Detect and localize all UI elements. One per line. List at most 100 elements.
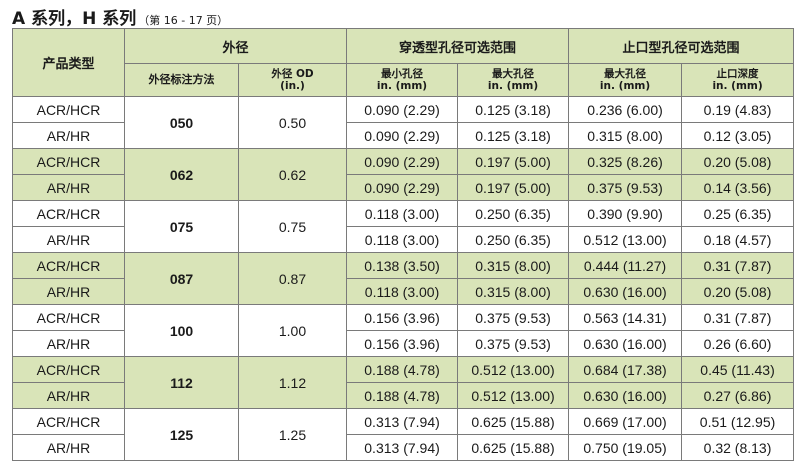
cell-min-bore: 0.313 (7.94) [346,408,459,435]
cell-stop-depth: 0.45 (11.43) [681,356,795,383]
cell-type: AR/HR [12,226,125,253]
cell-stop-depth: 0.12 (3.05) [681,122,795,149]
cell-min-bore: 0.138 (3.50) [346,252,459,279]
table-row: AR/HR 0.156 (3.96) 0.375 (9.53) 0.630 (1… [12,330,795,357]
cell-max-bore: 0.250 (6.35) [457,226,570,253]
cell-stop-max-bore: 0.375 (9.53) [568,174,683,201]
cell-od-code: 125 [124,408,239,461]
cell-min-bore: 0.118 (3.00) [346,226,459,253]
header-max-bore: 最大孔径 in. (mm) [457,63,570,97]
cell-od-inch: 0.75 [237,200,348,253]
cell-min-bore: 0.188 (4.78) [346,382,459,409]
cell-max-bore: 0.125 (3.18) [457,122,570,149]
cell-max-bore: 0.315 (8.00) [457,278,570,305]
table-row: AR/HR 0.090 (2.29) 0.197 (5.00) 0.375 (9… [12,174,795,201]
cell-od-inch: 1.12 [237,356,348,409]
cell-stop-depth: 0.25 (6.35) [681,200,795,227]
header-row-1: 产品类型 外径 穿透型孔径可选范围 止口型孔径可选范围 [12,28,795,97]
cell-min-bore: 0.118 (3.00) [346,278,459,305]
cell-stop-max-bore: 0.684 (17.38) [568,356,683,383]
table-row: AR/HR 0.188 (4.78) 0.512 (13.00) 0.630 (… [12,382,795,409]
cell-min-bore: 0.156 (3.96) [346,304,459,331]
cell-od-code: 062 [124,148,239,201]
cell-min-bore: 0.118 (3.00) [346,200,459,227]
cell-min-bore: 0.313 (7.94) [346,434,459,461]
cell-type: AR/HR [12,122,125,149]
header-min-bore: 最小孔径 in. (mm) [346,63,459,97]
table-row: AR/HR 0.118 (3.00) 0.250 (6.35) 0.512 (1… [12,226,795,253]
cell-max-bore: 0.625 (15.88) [457,434,570,461]
header-row-2: 外径标注方法 外径 OD (in.) 最小孔径 in. (mm) 最大孔径 in. (… [13,63,795,97]
table-row: ACR/HCR 087 0.87 0.138 (3.50) 0.315 (8.0… [12,252,795,305]
cell-od-code: 112 [124,356,239,409]
cell-type: AR/HR [12,278,125,305]
table-row: AR/HR 0.090 (2.29) 0.125 (3.18) 0.315 (8… [12,122,795,149]
cell-max-bore: 0.250 (6.35) [457,200,570,227]
cell-stop-max-bore: 0.563 (14.31) [568,304,683,331]
cell-stop-depth: 0.31 (7.87) [681,252,795,279]
table-row: ACR/HCR 125 1.25 0.313 (7.94) 0.625 (15.… [12,408,795,461]
cell-stop-depth: 0.26 (6.60) [681,330,795,357]
cell-max-bore: 0.375 (9.53) [457,330,570,357]
cell-od-code: 050 [124,96,239,149]
cell-max-bore: 0.512 (13.00) [457,356,570,383]
table-row: ACR/HCR 075 0.75 0.118 (3.00) 0.250 (6.3… [12,200,795,253]
cell-od-inch: 1.00 [237,304,348,357]
cell-type: AR/HR [12,382,125,409]
cell-min-bore: 0.090 (2.29) [346,148,459,175]
cell-od-inch: 0.62 [237,148,348,201]
cell-od-inch: 1.25 [237,408,348,461]
cell-stop-depth: 0.32 (8.13) [681,434,795,461]
table-row: ACR/HCR 100 1.00 0.156 (3.96) 0.375 (9.5… [12,304,795,357]
cell-stop-max-bore: 0.236 (6.00) [568,96,683,123]
table-row: AR/HR 0.118 (3.00) 0.315 (8.00) 0.630 (1… [12,278,795,305]
header-product-type: 产品类型 [12,28,125,97]
cell-stop-depth: 0.14 (3.56) [681,174,795,201]
cell-stop-depth: 0.20 (5.08) [681,278,795,305]
header-stop-bore-range: 止口型孔径可选范围 [568,28,795,64]
cell-type: ACR/HCR [12,304,125,331]
table-row: ACR/HCR 050 0.50 0.090 (2.29) 0.125 (3.1… [12,96,795,149]
cell-stop-max-bore: 0.630 (16.00) [568,382,683,409]
header-stop-max-bore: 最大孔径 in. (mm) [568,63,683,97]
table-row: ACR/HCR 112 1.12 0.188 (4.78) 0.512 (13.… [12,356,795,409]
page-title: A 系列，H 系列 （第 16 - 17 页） [12,4,229,29]
cell-stop-depth: 0.18 (4.57) [681,226,795,253]
cell-max-bore: 0.625 (15.88) [457,408,570,435]
cell-stop-depth: 0.19 (4.83) [681,96,795,123]
table-row: ACR/HCR 062 0.62 0.090 (2.29) 0.197 (5.0… [12,148,795,201]
header-outer-diameter: 外径 [123,28,348,64]
cell-stop-depth: 0.31 (7.87) [681,304,795,331]
cell-min-bore: 0.156 (3.96) [346,330,459,357]
cell-type: AR/HR [12,174,125,201]
cell-stop-depth: 0.20 (5.08) [681,148,795,175]
cell-max-bore: 0.315 (8.00) [457,252,570,279]
cell-od-inch: 0.87 [237,252,348,305]
cell-stop-max-bore: 0.390 (9.90) [568,200,683,227]
cell-min-bore: 0.188 (4.78) [346,356,459,383]
table-row: AR/HR 0.313 (7.94) 0.625 (15.88) 0.750 (… [12,434,795,461]
cell-type: ACR/HCR [12,200,125,227]
cell-stop-max-bore: 0.669 (17.00) [568,408,683,435]
cell-type: AR/HR [12,330,125,357]
cell-od-code: 100 [124,304,239,357]
cell-max-bore: 0.512 (13.00) [457,382,570,409]
cell-min-bore: 0.090 (2.29) [346,122,459,149]
cell-stop-depth: 0.27 (6.86) [681,382,795,409]
cell-type: AR/HR [12,434,125,461]
cell-min-bore: 0.090 (2.29) [346,96,459,123]
cell-type: ACR/HCR [12,252,125,279]
cell-stop-max-bore: 0.750 (19.05) [568,434,683,461]
cell-od-inch: 0.50 [237,96,348,149]
cell-type: ACR/HCR [12,148,125,175]
title-page-ref: （第 16 - 17 页） [138,14,229,27]
cell-stop-max-bore: 0.630 (16.00) [568,330,683,357]
cell-max-bore: 0.197 (5.00) [457,174,570,201]
cell-od-code: 087 [124,252,239,305]
cell-type: ACR/HCR [12,408,125,435]
cell-max-bore: 0.197 (5.00) [457,148,570,175]
header-through-bore-range: 穿透型孔径可选范围 [346,28,570,64]
header-od-inch: 外径 OD (in.) [237,63,348,97]
cell-type: ACR/HCR [12,96,125,123]
cell-stop-max-bore: 0.325 (8.26) [568,148,683,175]
